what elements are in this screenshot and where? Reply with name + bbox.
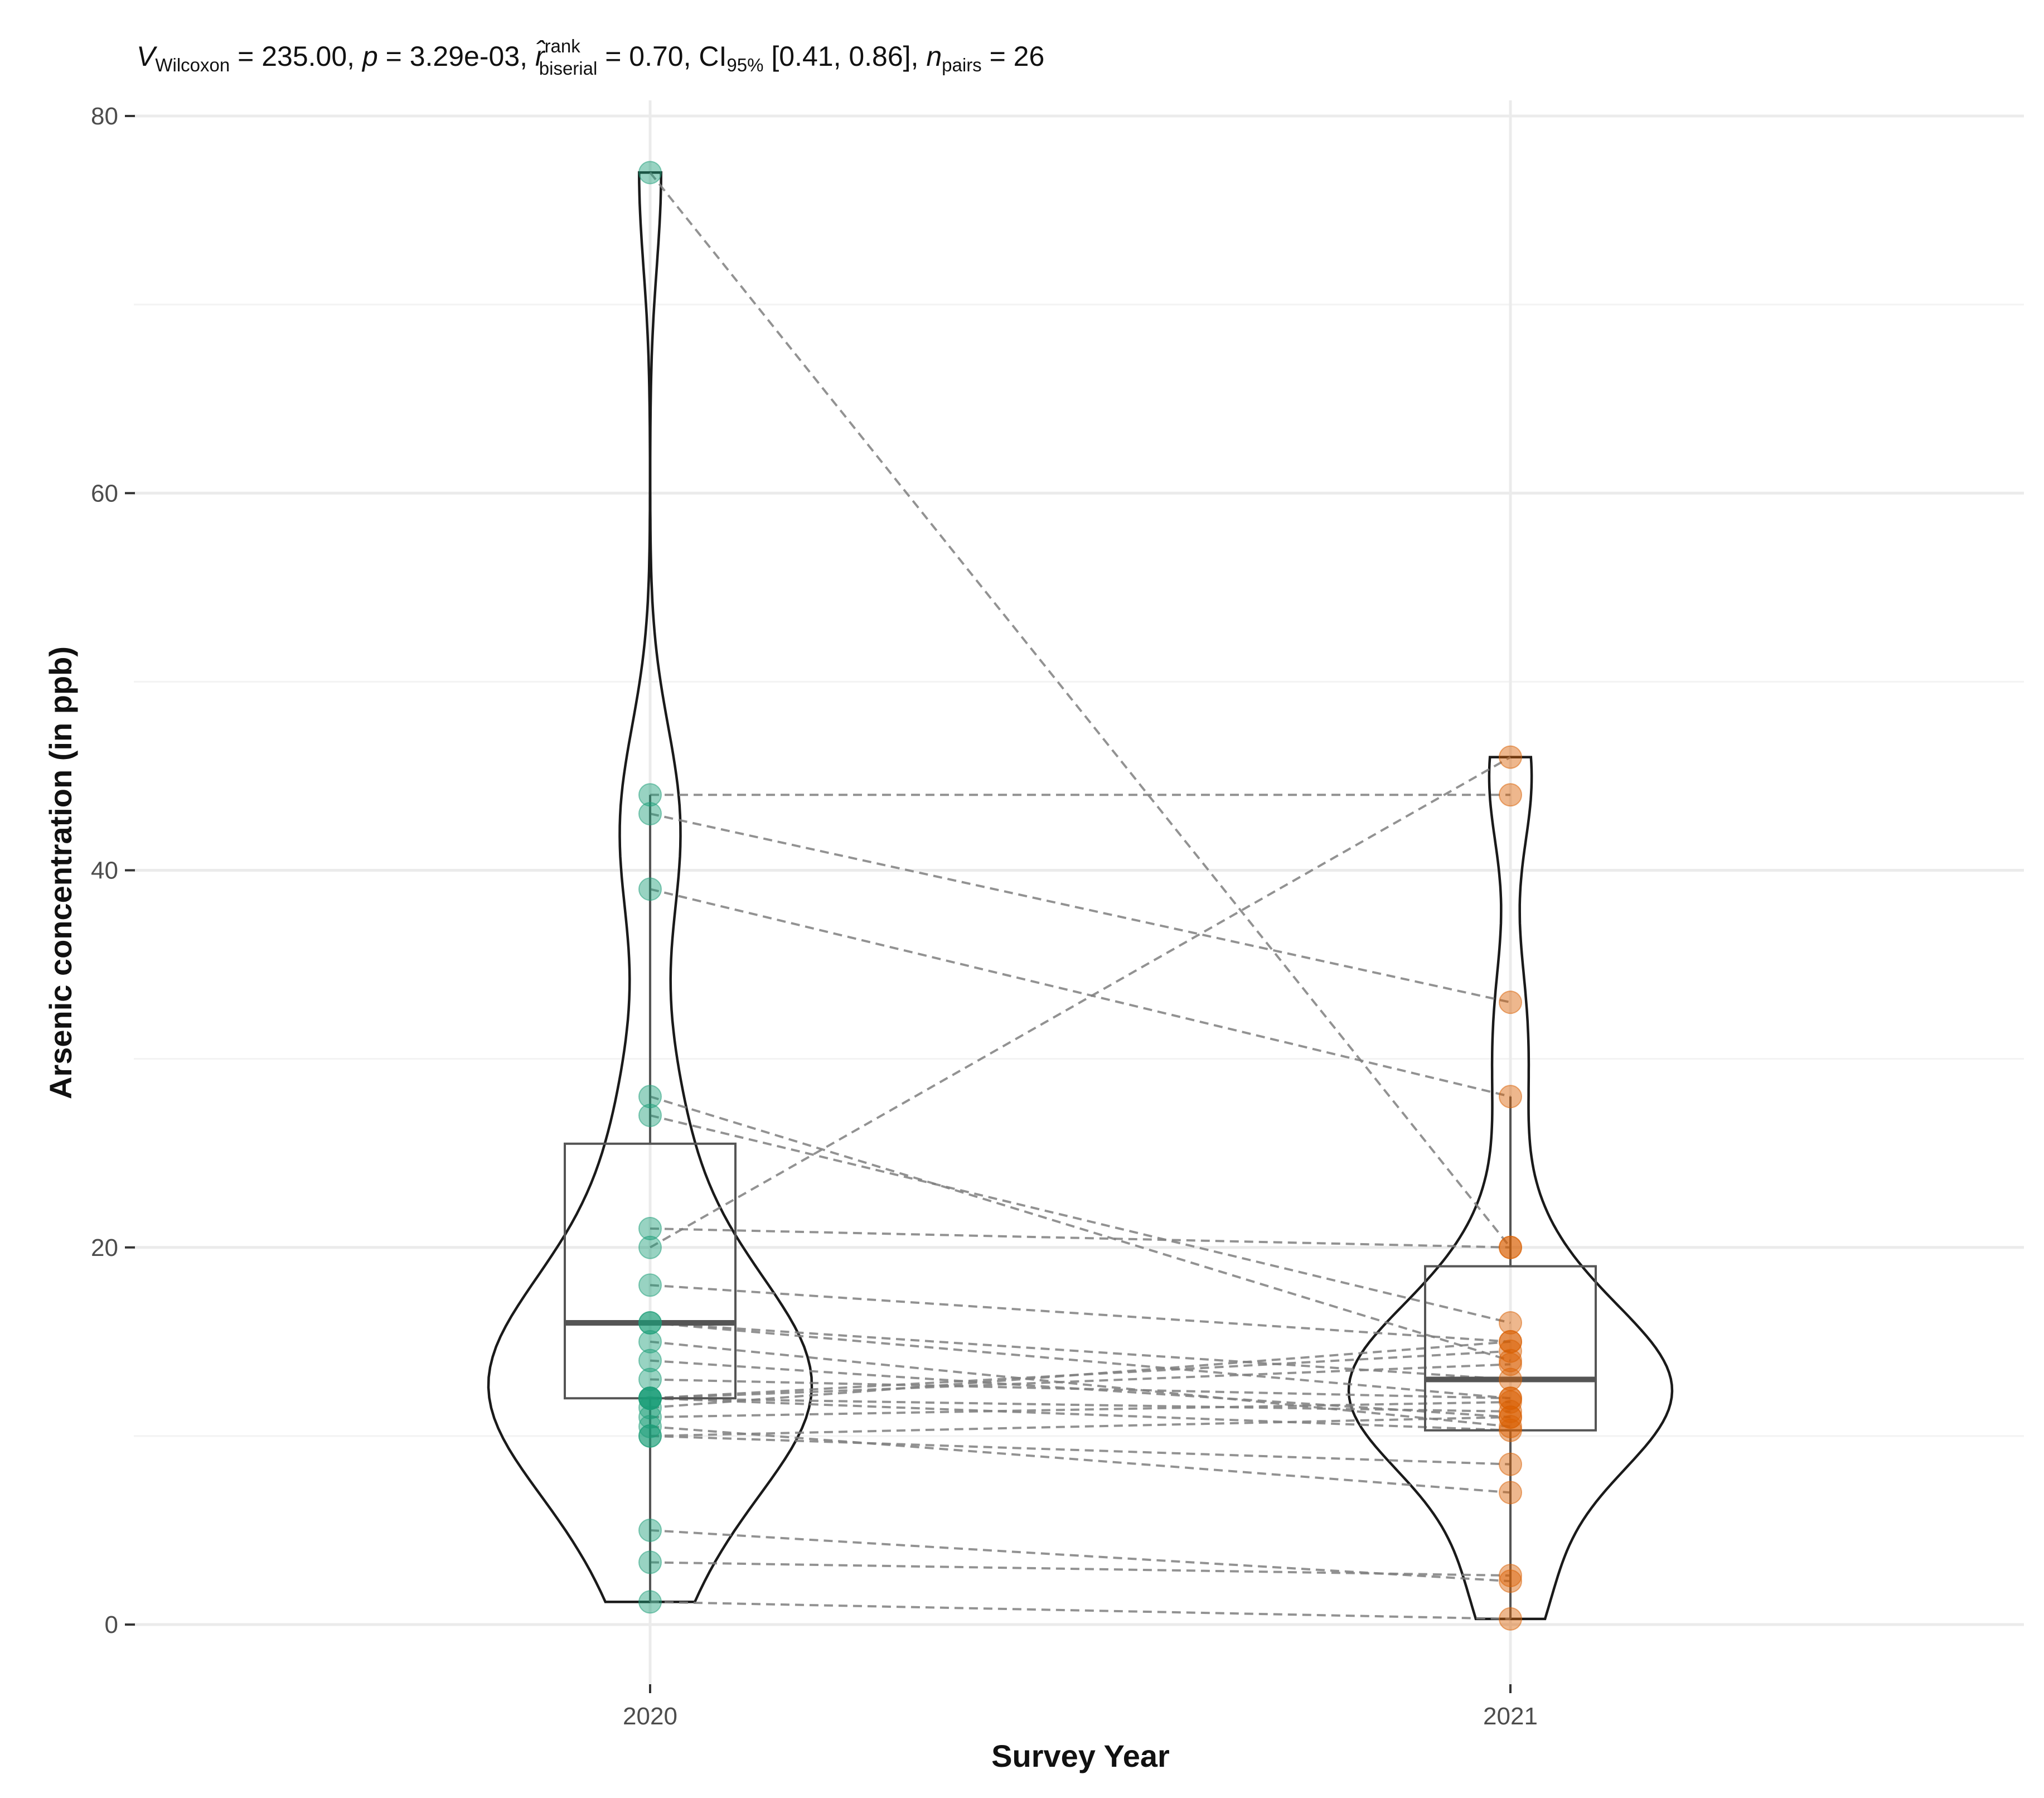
v-subscript: Wilcoxon	[155, 55, 230, 75]
pair-connector	[650, 1434, 1511, 1466]
y-axis-title: Arsenic concentration (in ppb)	[43, 646, 78, 1099]
data-point	[1499, 990, 1522, 1014]
data-point	[638, 1386, 662, 1410]
data-point	[638, 1367, 662, 1391]
data-point	[638, 1273, 662, 1297]
data-point	[638, 1405, 662, 1429]
data-point	[1499, 1235, 1522, 1259]
data-point	[638, 1330, 662, 1354]
data-point	[638, 1414, 662, 1438]
v-value: = 235.00,	[230, 41, 362, 72]
data-point	[1499, 1564, 1522, 1588]
data-point	[638, 1396, 662, 1420]
data-point	[638, 1518, 662, 1542]
data-point	[638, 1550, 662, 1574]
pair-connector	[650, 1340, 1511, 1428]
chart-subtitle: VWilcoxon = 235.00, p = 3.29e-03, r̂rank…	[137, 36, 1044, 79]
data-point	[1499, 1399, 1522, 1423]
pair-connector	[650, 1397, 1511, 1432]
box-2021	[1424, 1265, 1597, 1432]
pair-connector	[650, 1378, 1511, 1400]
y-axis: 0 20 40 60 80	[91, 103, 135, 1638]
pair-connector	[650, 1227, 1511, 1249]
y-tick-label: 80	[91, 103, 118, 130]
x-axis-title: Survey Year	[991, 1738, 1170, 1773]
r-symbol: r̂	[535, 41, 546, 72]
y-tick-label: 0	[105, 1611, 118, 1638]
data-point	[638, 1424, 662, 1448]
r-subscript: biserial	[539, 58, 598, 79]
pair-connector	[650, 1359, 1511, 1419]
pair-connector	[650, 813, 1511, 1004]
p-symbol: p	[361, 41, 378, 72]
pair-connector	[650, 1401, 1511, 1419]
r-value: = 0.70, CI	[597, 41, 726, 72]
data-point	[638, 1216, 662, 1240]
pair-connector	[650, 1416, 1511, 1437]
data-point	[638, 783, 662, 807]
data-point	[638, 1104, 662, 1128]
p-value: = 3.29e-03,	[378, 41, 535, 72]
pair-connector	[650, 1114, 1511, 1324]
data-point	[1499, 1569, 1522, 1593]
data-point	[1499, 1405, 1522, 1429]
ci-subscript: 95%	[726, 55, 763, 75]
pair-connector	[650, 1397, 1511, 1413]
pair-connector	[650, 1363, 1511, 1400]
ci-value: [0.41, 0.86],	[763, 41, 926, 72]
data-point	[638, 161, 662, 185]
v-symbol: V	[137, 41, 158, 72]
data-point	[638, 1311, 662, 1335]
y-tick-label: 40	[91, 857, 118, 884]
data-point	[638, 1085, 662, 1109]
gridlines	[134, 100, 2024, 1684]
data-point	[1499, 1452, 1522, 1476]
data-point	[1499, 1481, 1522, 1505]
pair-connector	[649, 172, 1512, 1248]
data-point	[638, 1348, 662, 1372]
pair-connector	[650, 1340, 1511, 1409]
violin-2021	[1347, 756, 1674, 1621]
n-symbol: n	[926, 41, 942, 72]
data-point	[1499, 1352, 1522, 1376]
pair-connector	[650, 756, 1511, 1249]
data-point	[638, 802, 662, 826]
data-point	[1499, 745, 1522, 769]
data-point	[1499, 1418, 1522, 1442]
pair-connector	[650, 1561, 1511, 1577]
data-point	[1499, 1607, 1522, 1631]
pair-connector	[650, 1601, 1511, 1620]
pair-connector	[650, 888, 1511, 1098]
pair-connector	[650, 1350, 1511, 1400]
data-point	[638, 877, 662, 901]
pair-connector	[650, 1425, 1511, 1494]
n-subscript: pairs	[942, 55, 982, 75]
data-point	[1499, 783, 1522, 807]
y-tick-label: 20	[91, 1234, 118, 1262]
pair-connector	[650, 1095, 1511, 1362]
data-point	[1499, 1330, 1522, 1354]
data-points	[638, 161, 1522, 1631]
data-point	[638, 1590, 662, 1614]
x-axis: 2020 2021	[623, 1684, 1538, 1730]
x-tick-label: 2020	[623, 1703, 677, 1730]
n-value: = 26	[982, 41, 1045, 72]
data-point	[638, 1235, 662, 1259]
x-tick-label: 2021	[1483, 1703, 1538, 1730]
data-point	[1499, 1311, 1522, 1335]
box-2020	[564, 1142, 737, 1400]
paired-connectors	[649, 172, 1512, 1620]
r-superscript: rank	[545, 36, 581, 56]
y-tick-label: 60	[91, 480, 118, 507]
pair-connector	[650, 1284, 1511, 1343]
boxplots	[564, 795, 1597, 1619]
data-point	[1499, 1339, 1522, 1363]
data-point	[1499, 1085, 1522, 1109]
